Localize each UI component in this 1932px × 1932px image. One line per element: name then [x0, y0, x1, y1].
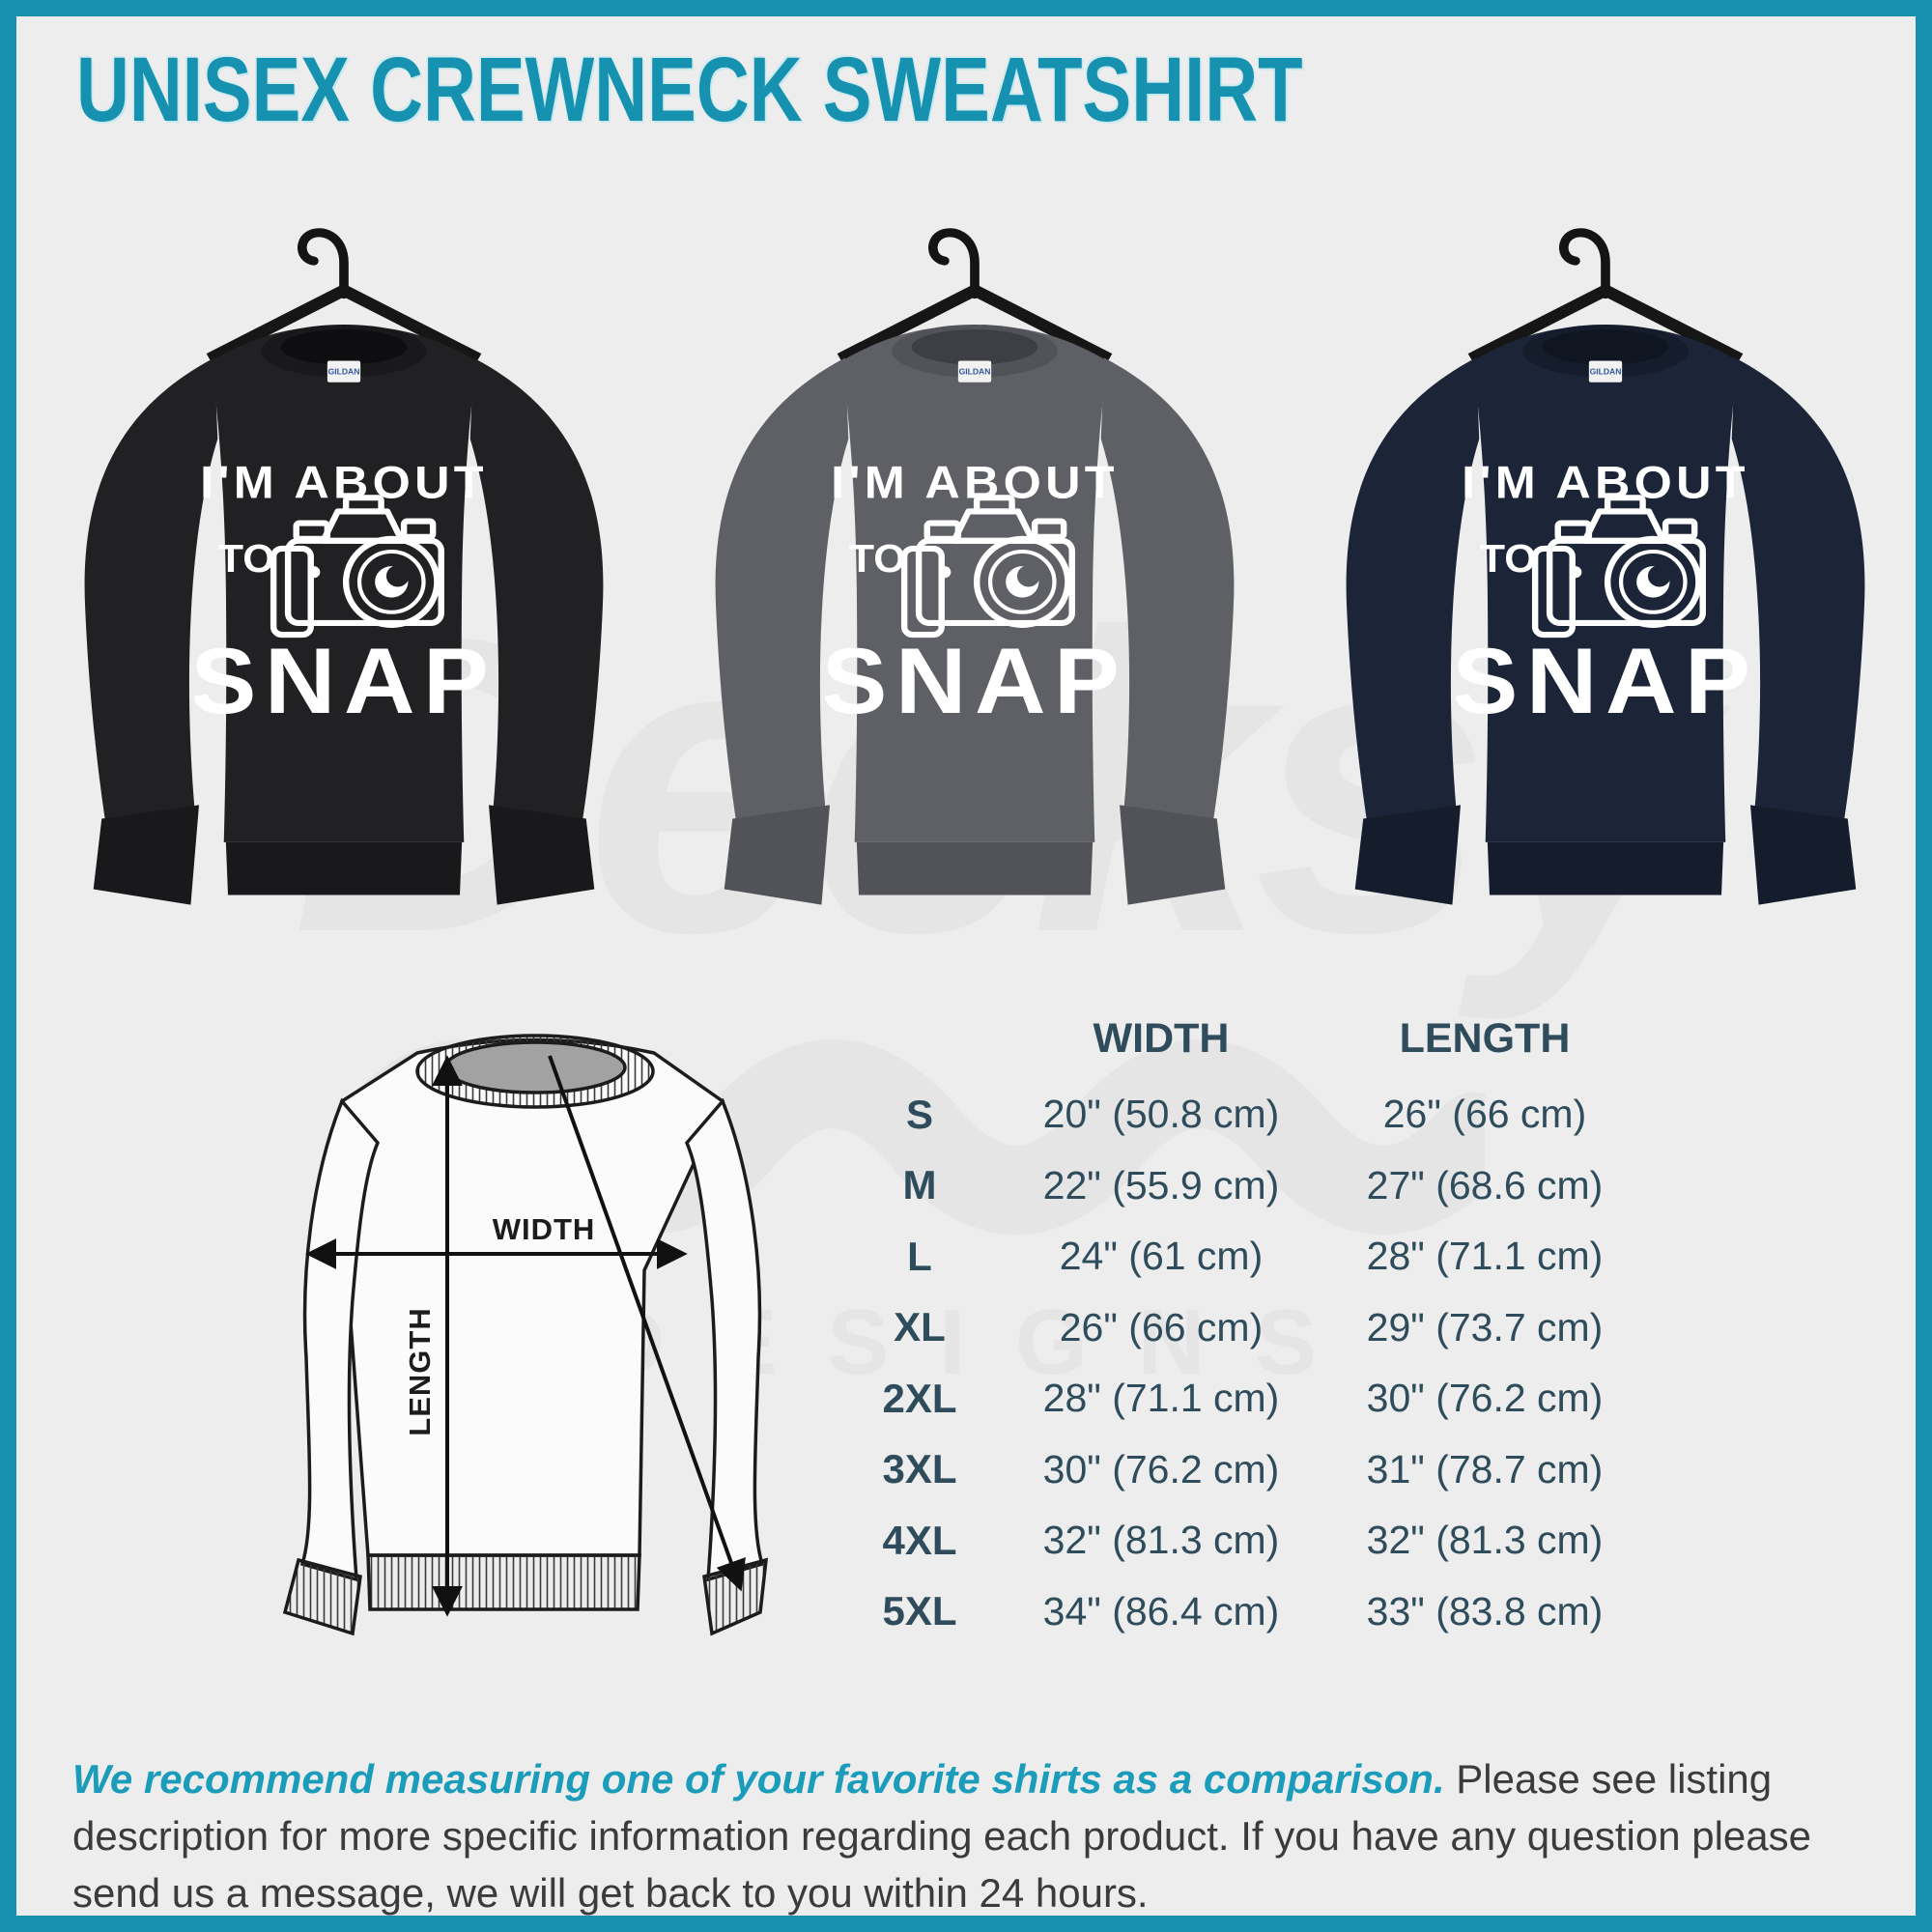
- size-cell: 5XL: [882, 1588, 957, 1634]
- print-line2: TO: [218, 536, 275, 581]
- length-cell: 26" (66 cm): [1382, 1092, 1587, 1137]
- page-title: UNISEX CREWNECK SWEATSHIRT: [76, 39, 1303, 141]
- gildan-tag-text: GILDAN: [959, 367, 991, 377]
- size-cell: L: [907, 1233, 932, 1279]
- sweatshirt-shape: GILDAN: [715, 324, 1235, 905]
- print-line2: TO: [1480, 536, 1537, 581]
- hanger-icon: [206, 228, 481, 364]
- footer-note: We recommend measuring one of your favor…: [72, 1751, 1892, 1916]
- hanger-icon: [1467, 228, 1744, 364]
- sleeve-length-arrow: [548, 1055, 746, 1592]
- size-cell: 4XL: [882, 1517, 957, 1563]
- print-word: SNAP: [821, 629, 1127, 733]
- table-row: 5XL 34" (86.4 cm) 33" (83.8 cm): [847, 1577, 1639, 1648]
- product-navy-sweatshirt: GILDAN I'M ABOUT TO: [1316, 177, 1895, 930]
- sweatshirt-shape: GILDAN: [84, 324, 604, 905]
- diagram-length-label: LENGTH: [403, 1307, 437, 1435]
- gildan-tag: [327, 360, 360, 383]
- footer-rest: Please see listing description for more …: [72, 1756, 1812, 1916]
- gildan-tag: [957, 360, 992, 383]
- width-cell: 30" (76.2 cm): [1042, 1446, 1280, 1492]
- diagram-width-label: WIDTH: [493, 1212, 596, 1246]
- width-cell: 26" (66 cm): [1059, 1304, 1264, 1350]
- product-row: GILDAN I'M ABOUT TO: [28, 177, 1916, 940]
- width-cell: 20" (50.8 cm): [1042, 1092, 1280, 1137]
- table-header-row: WIDTH LENGTH: [847, 1004, 1639, 1073]
- print-line2: TO: [849, 536, 906, 581]
- gildan-tag: [1589, 360, 1623, 383]
- gildan-tag-text: GILDAN: [327, 367, 359, 377]
- table-row: S 20" (50.8 cm) 26" (66 cm): [847, 1079, 1639, 1151]
- table-row: 4XL 32" (81.3 cm) 32" (81.3 cm): [847, 1505, 1639, 1577]
- table-row: XL 26" (66 cm) 29" (73.7 cm): [847, 1293, 1639, 1364]
- size-cell: 2XL: [882, 1375, 957, 1421]
- size-chart-table: WIDTH LENGTH S 20" (50.8 cm) 26" (66 cm)…: [847, 1004, 1639, 1647]
- diagram-sweatshirt-outline: [282, 1034, 769, 1636]
- length-cell: 27" (68.6 cm): [1366, 1162, 1604, 1208]
- footer-highlight: We recommend measuring one of your favor…: [72, 1756, 1445, 1802]
- length-cell: 28" (71.1 cm): [1366, 1234, 1604, 1279]
- size-cell: 3XL: [882, 1446, 957, 1492]
- camera-icon: [270, 495, 444, 639]
- length-cell: 33" (83.8 cm): [1366, 1588, 1604, 1634]
- sweatshirt-shape: GILDAN: [1346, 324, 1865, 905]
- length-cell: 30" (76.2 cm): [1366, 1376, 1604, 1421]
- length-column-header: LENGTH: [1399, 1014, 1571, 1062]
- length-cell: 29" (73.7 cm): [1366, 1304, 1604, 1350]
- length-cell: 31" (78.7 cm): [1366, 1446, 1604, 1492]
- width-cell: 22" (55.9 cm): [1042, 1162, 1280, 1208]
- width-cell: 28" (71.1 cm): [1042, 1376, 1280, 1421]
- camera-icon: [1532, 495, 1707, 639]
- hanger-icon: [837, 228, 1113, 364]
- shirt-print: I'M ABOUT TO SN: [821, 457, 1127, 733]
- length-cell: 32" (81.3 cm): [1366, 1518, 1604, 1563]
- width-cell: 24" (61 cm): [1059, 1234, 1264, 1279]
- width-cell: 34" (86.4 cm): [1042, 1588, 1280, 1634]
- size-cell: M: [902, 1162, 937, 1208]
- width-cell: 32" (81.3 cm): [1042, 1518, 1280, 1563]
- shirt-print: I'M ABOUT TO SN: [190, 457, 497, 733]
- product-black-sweatshirt: GILDAN I'M ABOUT TO: [54, 177, 634, 930]
- print-line1: I'M ABOUT: [831, 457, 1119, 507]
- measurement-diagram: WIDTH LENGTH: [282, 1034, 769, 1636]
- camera-icon: [900, 495, 1075, 639]
- gildan-tag-text: GILDAN: [1590, 367, 1622, 377]
- table-row: L 24" (61 cm) 28" (71.1 cm): [847, 1221, 1639, 1293]
- print-line1: I'M ABOUT: [200, 457, 488, 507]
- product-gray-sweatshirt: GILDAN I'M ABOUT TO: [685, 177, 1264, 930]
- print-word: SNAP: [1453, 629, 1759, 733]
- print-word: SNAP: [190, 629, 497, 733]
- print-line1: I'M ABOUT: [1462, 457, 1749, 507]
- diagram-arrows: [305, 1055, 746, 1617]
- size-cell: XL: [894, 1304, 946, 1350]
- table-row: 2XL 28" (71.1 cm) 30" (76.2 cm): [847, 1363, 1639, 1435]
- table-row: 3XL 30" (76.2 cm) 31" (78.7 cm): [847, 1435, 1639, 1506]
- table-row: M 22" (55.9 cm) 27" (68.6 cm): [847, 1151, 1639, 1222]
- width-column-header: WIDTH: [1093, 1014, 1230, 1062]
- shirt-print: I'M ABOUT TO SN: [1453, 457, 1759, 733]
- size-cell: S: [905, 1091, 933, 1137]
